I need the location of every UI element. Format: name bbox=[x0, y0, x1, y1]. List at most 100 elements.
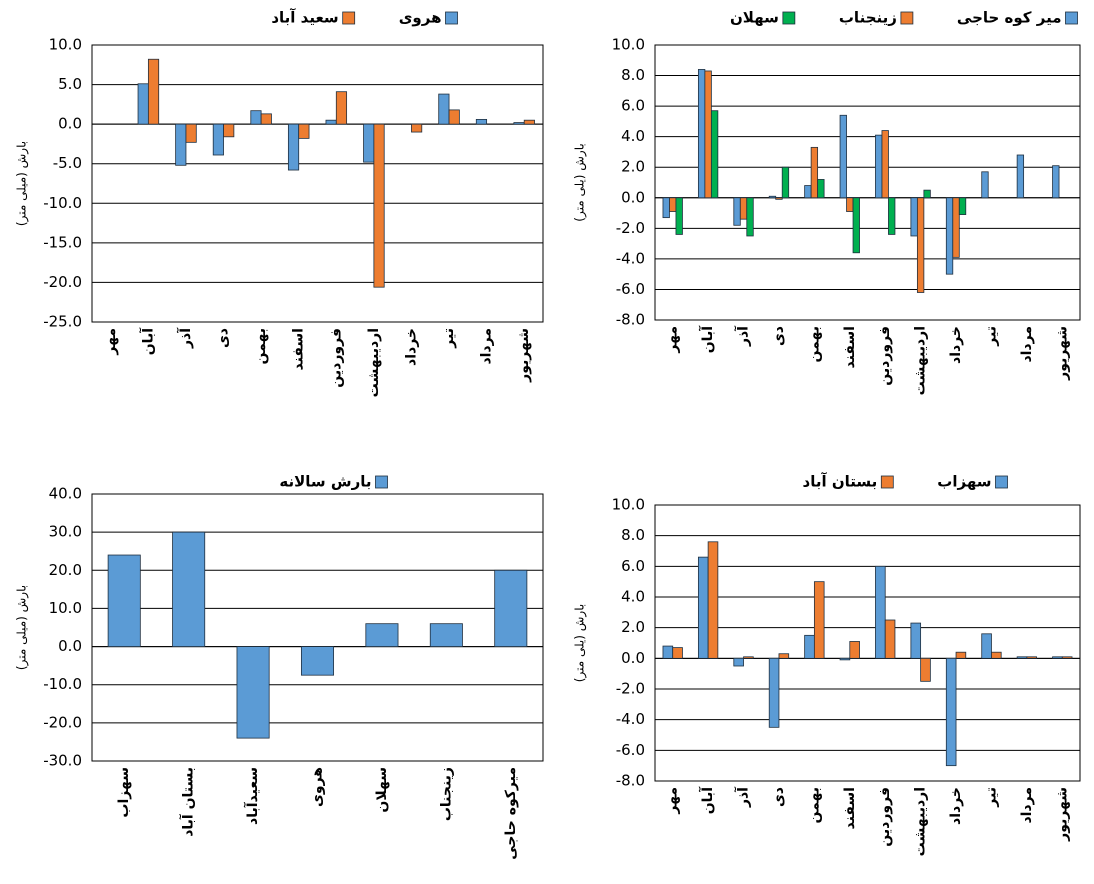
x-tick-label: مهر bbox=[665, 326, 681, 354]
x-tick-label: بهمن bbox=[806, 787, 822, 823]
y-tick-label: 5.0 bbox=[58, 75, 82, 93]
bar bbox=[373, 123, 385, 288]
x-tick-label: دی bbox=[771, 326, 787, 346]
bar bbox=[1026, 656, 1038, 659]
legend-swatch bbox=[375, 475, 388, 489]
x-tick-label: دی bbox=[771, 787, 787, 807]
x-tick-label: شهریور bbox=[1054, 326, 1070, 381]
bar bbox=[365, 623, 399, 647]
y-tick-label: 0.0 bbox=[58, 115, 82, 133]
y-tick-label: 8.0 bbox=[621, 526, 645, 544]
x-tick-label: مهر bbox=[103, 328, 119, 356]
bar bbox=[475, 118, 488, 125]
bar bbox=[817, 179, 825, 199]
bar bbox=[223, 123, 235, 138]
y-tick-label: 10.0 bbox=[612, 496, 645, 514]
bar bbox=[839, 657, 851, 661]
y-tick-label: 10.0 bbox=[49, 599, 82, 617]
bar bbox=[881, 130, 889, 199]
bar bbox=[147, 58, 160, 125]
x-tick-label: خرداد bbox=[403, 328, 419, 366]
bar bbox=[236, 646, 270, 739]
x-tick-label: مرداد bbox=[479, 328, 495, 365]
bar bbox=[888, 197, 896, 235]
plot-frame bbox=[654, 504, 1081, 782]
y-tick-label: -2.0 bbox=[616, 680, 645, 698]
y-axis-label: بارش (یلی متر) bbox=[573, 604, 588, 682]
bar bbox=[884, 619, 896, 659]
bar bbox=[675, 197, 683, 235]
bar bbox=[768, 195, 777, 199]
bar bbox=[955, 651, 967, 659]
bar bbox=[672, 647, 683, 659]
y-tick-label: 40.0 bbox=[49, 485, 82, 503]
x-tick-label: بهمن bbox=[253, 328, 269, 364]
bar bbox=[212, 123, 224, 156]
bar bbox=[804, 634, 815, 659]
bar bbox=[839, 114, 847, 199]
x-tick-label: خرداد bbox=[948, 326, 964, 364]
legend-label: بارش سالانه bbox=[279, 473, 371, 491]
y-axis-label: بارش (میلی متر) bbox=[15, 141, 30, 226]
x-tick-label: میرکوه حاجی bbox=[503, 767, 519, 860]
bar bbox=[846, 197, 854, 212]
bar bbox=[875, 134, 883, 199]
y-tick-label: 0.0 bbox=[621, 649, 645, 667]
bar bbox=[513, 122, 525, 125]
x-tick-label: آبان bbox=[698, 325, 716, 353]
bar bbox=[1016, 656, 1028, 659]
x-tick-label: شهریور bbox=[1054, 787, 1070, 842]
x-tick-label: سعیدآباد bbox=[243, 767, 261, 825]
y-tick-label: 4.0 bbox=[621, 127, 645, 145]
y-tick-label: -2.0 bbox=[616, 219, 645, 237]
x-tick-label: آذر bbox=[734, 786, 752, 808]
bar bbox=[916, 197, 925, 293]
bar bbox=[300, 646, 335, 676]
x-tick-label: آذر bbox=[176, 327, 194, 349]
bar bbox=[910, 622, 922, 659]
bar bbox=[1061, 656, 1073, 659]
x-tick-label: دی bbox=[216, 328, 232, 348]
bar bbox=[778, 653, 790, 659]
bar bbox=[448, 109, 460, 125]
y-tick-label: -8.0 bbox=[616, 311, 645, 329]
legend-label: بستان آباد bbox=[803, 473, 878, 491]
bar bbox=[958, 197, 967, 215]
bar bbox=[1052, 656, 1063, 659]
x-tick-label: اسفند bbox=[291, 328, 307, 370]
x-tick-label: اسفند bbox=[842, 787, 858, 829]
y-tick-label: 6.0 bbox=[621, 97, 645, 115]
y-tick-label: 8.0 bbox=[621, 66, 645, 84]
bar bbox=[494, 569, 528, 647]
bar bbox=[250, 110, 262, 125]
x-tick-label: آبان bbox=[138, 327, 156, 355]
bar bbox=[739, 197, 748, 220]
y-tick-label: -20.0 bbox=[43, 713, 82, 731]
x-tick-label: بهمن bbox=[806, 326, 822, 362]
x-tick-label: خرداد bbox=[948, 787, 964, 825]
legend-label: سهزاب bbox=[937, 473, 991, 491]
bar bbox=[923, 189, 931, 199]
bar bbox=[185, 123, 197, 143]
bar bbox=[429, 623, 463, 647]
x-tick-label: فروردین bbox=[877, 787, 893, 847]
bar bbox=[697, 556, 709, 659]
y-tick-label: 2.0 bbox=[621, 618, 645, 636]
bar bbox=[733, 197, 741, 226]
bar bbox=[325, 119, 337, 125]
bar bbox=[335, 91, 348, 125]
x-tick-label: آبان bbox=[698, 786, 716, 814]
x-tick-label: بستان آباد bbox=[179, 767, 197, 837]
legend-label: زینجناب bbox=[839, 9, 897, 27]
bar bbox=[743, 656, 754, 659]
bar bbox=[945, 197, 954, 275]
bar bbox=[287, 123, 300, 171]
y-tick-label: 10.0 bbox=[612, 36, 645, 54]
bar bbox=[910, 197, 918, 237]
y-tick-label: -10.0 bbox=[43, 194, 82, 212]
bar bbox=[438, 93, 450, 125]
bar bbox=[175, 123, 187, 166]
legend-swatch bbox=[342, 11, 356, 25]
y-tick-label: 10.0 bbox=[49, 36, 82, 54]
y-tick-label: -5.0 bbox=[53, 154, 82, 172]
